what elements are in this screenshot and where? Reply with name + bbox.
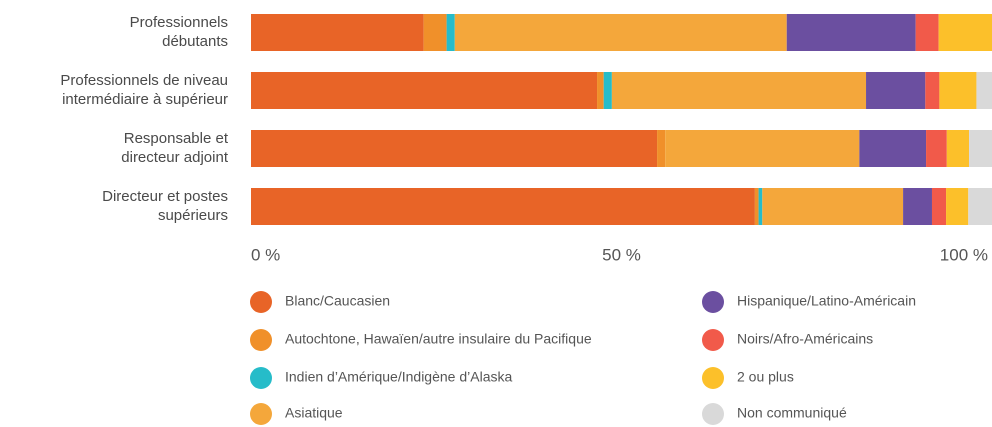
bar-segment: [926, 130, 947, 167]
bar-segment: [446, 14, 455, 51]
bar-segment: [925, 72, 940, 109]
bar-segment: [946, 130, 970, 167]
legend-swatch: [250, 291, 272, 313]
bar-segment: [946, 188, 969, 225]
legend-swatch: [702, 367, 724, 389]
bar-segment: [251, 72, 598, 109]
bar-segment: [597, 72, 604, 109]
legend-label: Non communiqué: [737, 405, 847, 421]
bar-segment: [611, 72, 867, 109]
bar-segment: [968, 188, 992, 225]
legend-label: Blanc/Caucasien: [285, 293, 390, 309]
legend-swatch: [250, 367, 272, 389]
legend-label: Asiatique: [285, 405, 343, 421]
bar-segment: [969, 130, 992, 167]
category-label: directeur adjoint: [121, 149, 229, 166]
bar-segment: [251, 188, 755, 225]
x-tick-label: 0 %: [251, 245, 280, 264]
category-label: intermédiaire à supérieur: [62, 91, 228, 108]
bar-segment: [251, 14, 424, 51]
bar-segment: [931, 188, 947, 225]
category-label: débutants: [162, 33, 228, 50]
bar-segment: [939, 72, 977, 109]
bar-segment: [754, 188, 759, 225]
x-tick-label: 100 %: [940, 245, 988, 264]
legend-swatch: [250, 403, 272, 425]
bar-segment: [423, 14, 447, 51]
bar-segment: [903, 188, 932, 225]
bar-segment: [866, 72, 926, 109]
bar-segment: [665, 130, 860, 167]
category-label: Responsable et: [124, 130, 229, 147]
legend-swatch: [702, 329, 724, 351]
bar-segment: [786, 14, 916, 51]
legend-label: Hispanique/Latino-Américain: [737, 293, 916, 309]
legend-swatch: [702, 403, 724, 425]
bar-segment: [657, 130, 666, 167]
legend-label: Indien d’Amérique/Indigène d’Alaska: [285, 369, 512, 385]
legend-label: Autochtone, Hawaïen/autre insulaire du P…: [285, 331, 592, 347]
x-tick-label: 50 %: [602, 245, 641, 264]
category-label: Professionnels de niveau: [60, 72, 228, 89]
bar-segment: [758, 188, 763, 225]
bar-segment: [762, 188, 904, 225]
category-label: Professionnels: [130, 14, 228, 31]
bar-segment: [454, 14, 787, 51]
legend-label: Noirs/Afro-Américains: [737, 331, 873, 347]
legend-swatch: [702, 291, 724, 313]
bar-segment: [976, 72, 992, 109]
bar-segment: [251, 130, 658, 167]
bar-segment: [938, 14, 992, 51]
bar-segment: [915, 14, 939, 51]
legend-label: 2 ou plus: [737, 369, 794, 385]
category-label: supérieurs: [158, 207, 228, 224]
category-label: Directeur et postes: [102, 188, 228, 205]
bar-segment: [603, 72, 612, 109]
bar-segment: [859, 130, 927, 167]
legend-swatch: [250, 329, 272, 351]
